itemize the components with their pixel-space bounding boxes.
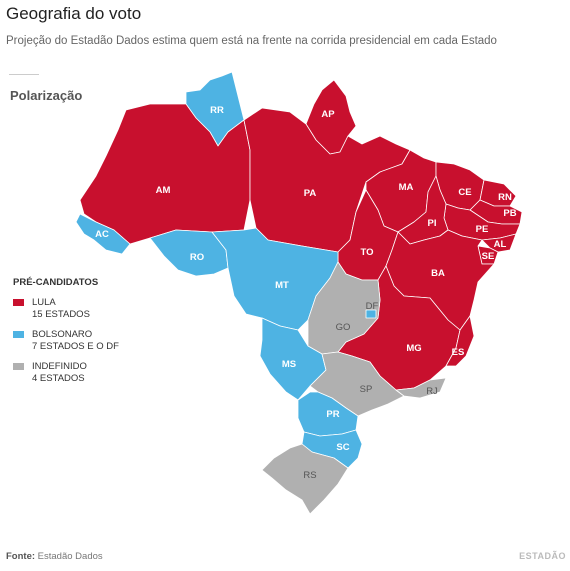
state-ro[interactable]: RO xyxy=(149,229,229,277)
state-rj[interactable]: RJ xyxy=(395,377,447,399)
state-rs[interactable]: RS xyxy=(261,443,349,515)
legend-title: PRÉ-CANDIDATOS xyxy=(13,277,99,288)
state-label: PE xyxy=(476,224,489,235)
legend-swatch xyxy=(13,299,24,306)
state-label: GO xyxy=(336,322,351,333)
page-title: Geografia do voto xyxy=(6,4,142,23)
state-label: BA xyxy=(431,268,445,279)
state-label: TO xyxy=(360,247,373,258)
state-label: MG xyxy=(406,343,421,354)
legend-item-name: INDEFINIDO xyxy=(32,361,87,372)
legend-item-lula: LULA 15 ESTADOS xyxy=(13,297,119,320)
section-title: Polarização xyxy=(10,88,83,103)
legend-item-name: BOLSONARO xyxy=(32,329,93,340)
state-label: MT xyxy=(275,280,289,291)
state-pr[interactable]: PR xyxy=(297,391,359,437)
divider xyxy=(9,74,39,75)
legend-item-count: 7 ESTADOS E O DF xyxy=(32,340,119,352)
legend-item-bolsonaro: BOLSONARO 7 ESTADOS E O DF xyxy=(13,329,119,352)
state-label: ES xyxy=(452,347,465,358)
legend-swatch xyxy=(13,363,24,370)
state-label: AM xyxy=(156,185,171,196)
legend-item-name: LULA xyxy=(32,297,56,308)
state-label: PA xyxy=(304,188,317,199)
source-label: Fonte: xyxy=(6,551,36,562)
state-label: AL xyxy=(494,239,507,250)
state-label: RJ xyxy=(426,386,438,397)
state-label: PI xyxy=(428,218,437,229)
state-label: SP xyxy=(360,384,373,395)
state-label: AP xyxy=(321,109,335,120)
state-label: MS xyxy=(282,359,296,370)
legend-item-count: 4 ESTADOS xyxy=(32,372,85,384)
state-ac[interactable]: AC xyxy=(75,213,131,255)
brand-logo: ESTADÃO xyxy=(519,551,566,561)
legend: PRÉ-CANDIDATOS LULA 15 ESTADOS BOLSONARO… xyxy=(13,277,119,393)
state-label: RO xyxy=(190,252,204,263)
page-subtitle: Projeção do Estadão Dados estima quem es… xyxy=(6,35,497,47)
state-label: PR xyxy=(326,409,339,420)
source-line: Fonte: Estadão Dados xyxy=(6,551,103,562)
state-label: RS xyxy=(303,470,316,481)
state-label: SC xyxy=(336,442,349,453)
source-value: Estadão Dados xyxy=(37,551,103,562)
state-sp[interactable]: SP xyxy=(309,351,405,417)
legend-item-indefinido: INDEFINIDO 4 ESTADOS xyxy=(13,361,119,384)
state-go[interactable]: GO xyxy=(307,261,381,355)
legend-item-count: 15 ESTADOS xyxy=(32,308,90,320)
state-label: SE xyxy=(482,251,495,262)
state-label: MA xyxy=(399,182,414,193)
state-df[interactable]: DF xyxy=(365,301,379,319)
state-label: PB xyxy=(503,208,516,219)
state-label: AC xyxy=(95,229,109,240)
state-es[interactable]: ES xyxy=(445,315,475,367)
state-label: CE xyxy=(458,187,471,198)
state-label: DF xyxy=(366,301,379,312)
state-label: RR xyxy=(210,105,224,116)
legend-swatch xyxy=(13,331,24,338)
state-label: RN xyxy=(498,192,512,203)
